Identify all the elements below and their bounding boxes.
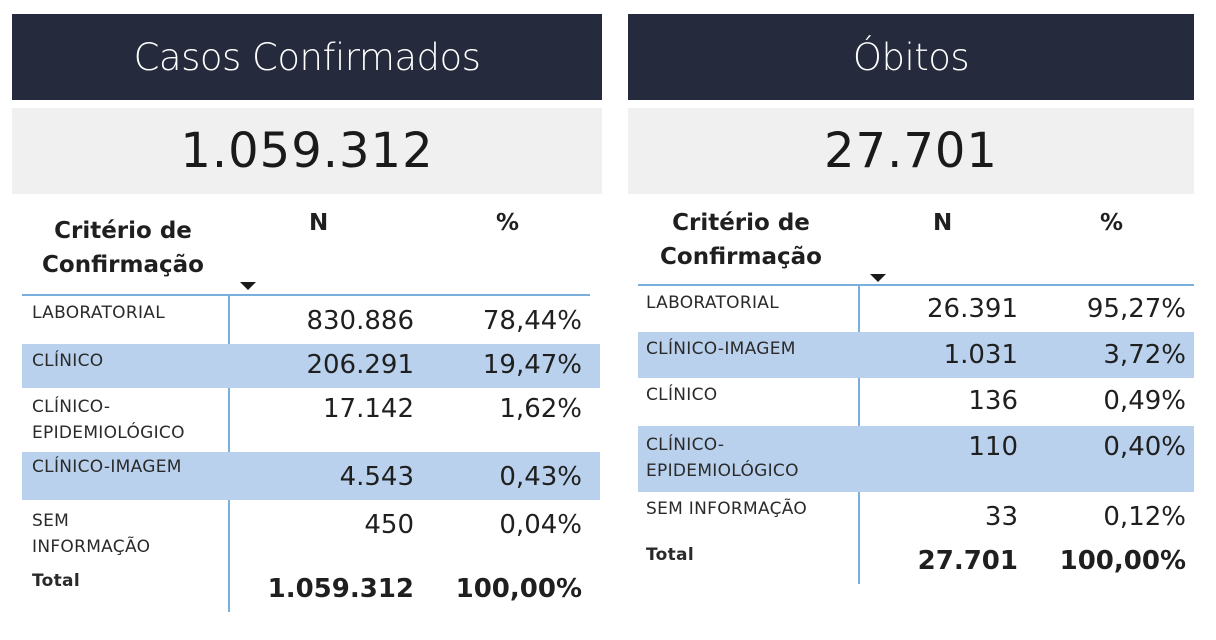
casos-total-kpi: 1.059.312 [12, 108, 602, 194]
row-pct: 3,72% [1103, 340, 1186, 370]
row-label: CLÍNICO-IMAGEM [646, 339, 796, 359]
column-header-pct[interactable]: % [1100, 210, 1124, 236]
row-label: SEM INFORMAÇÃO [646, 499, 808, 519]
column-header-criterio-label: Critério de Confirmação [660, 210, 822, 270]
row-n: 206.291 [306, 350, 414, 380]
column-header-pct[interactable]: % [496, 210, 520, 236]
table-row[interactable]: SEM INFORMAÇÃO 450 0,04% [22, 500, 600, 566]
row-n: 1.031 [943, 340, 1018, 370]
casos-table-header: Critério de Confirmação N % [12, 194, 602, 294]
row-label: CLÍNICO-IMAGEM [32, 457, 182, 477]
row-label-line: SEM [32, 511, 70, 531]
row-pct: 19,47% [482, 350, 582, 380]
total-row: Total 1.059.312 100,00% [22, 566, 600, 612]
row-label: CLÍNICO- EPIDEMIOLÓGICO [646, 432, 799, 484]
header-divider [638, 284, 1194, 286]
row-n: 136 [968, 386, 1018, 416]
total-n: 1.059.312 [267, 574, 414, 604]
sort-descending-icon[interactable] [870, 274, 886, 282]
table-row[interactable]: CLÍNICO-IMAGEM 1.031 3,72% [638, 332, 1194, 378]
row-label-line: EPIDEMIOLÓGICO [32, 423, 185, 443]
row-pct: 0,49% [1103, 386, 1186, 416]
row-label: LABORATORIAL [32, 303, 165, 323]
table-row[interactable]: LABORATORIAL 830.886 78,44% [22, 296, 600, 344]
casos-header: Casos Confirmados [12, 14, 602, 100]
obitos-total-kpi: 27.701 [628, 108, 1194, 194]
column-header-criterio[interactable]: Critério de Confirmação [18, 214, 228, 282]
row-pct: 95,27% [1086, 294, 1186, 324]
total-pct: 100,00% [1059, 546, 1186, 576]
total-pct: 100,00% [455, 574, 582, 604]
obitos-table-header: Critério de Confirmação N % [628, 194, 1194, 284]
table-row[interactable]: LABORATORIAL 26.391 95,27% [638, 286, 1194, 332]
row-n: 33 [984, 502, 1018, 532]
obitos-criterio-table: Critério de Confirmação N % LABORATORIAL… [628, 194, 1194, 584]
header-divider [22, 294, 590, 296]
table-row[interactable]: CLÍNICO 206.291 19,47% [22, 344, 600, 388]
row-n: 110 [968, 432, 1018, 462]
table-row[interactable]: SEM INFORMAÇÃO 33 0,12% [638, 492, 1194, 542]
row-label: CLÍNICO- EPIDEMIOLÓGICO [32, 394, 185, 446]
total-label: Total [646, 545, 694, 565]
column-header-n[interactable]: N [933, 210, 953, 236]
row-pct: 0,43% [499, 462, 582, 492]
row-pct: 1,62% [499, 394, 582, 424]
table-row[interactable]: CLÍNICO- EPIDEMIOLÓGICO 110 0,40% [638, 426, 1194, 492]
row-label: CLÍNICO [646, 385, 718, 405]
row-label: CLÍNICO [32, 351, 104, 371]
casos-criterio-table: Critério de Confirmação N % LABORATORIAL… [12, 194, 602, 612]
row-n: 4.543 [339, 462, 414, 492]
row-n: 26.391 [927, 294, 1018, 324]
row-n: 450 [364, 510, 414, 540]
row-label-line: CLÍNICO- [32, 397, 111, 417]
row-label-line: CLÍNICO- [646, 435, 725, 455]
row-pct: 78,44% [482, 306, 582, 336]
row-pct: 0,12% [1103, 502, 1186, 532]
row-label-line: INFORMAÇÃO [32, 537, 151, 557]
column-header-n[interactable]: N [309, 210, 329, 236]
table-row[interactable]: CLÍNICO-IMAGEM 4.543 0,43% [22, 452, 600, 500]
row-label-line: EPIDEMIOLÓGICO [646, 461, 799, 481]
row-pct: 0,04% [499, 510, 582, 540]
row-pct: 0,40% [1103, 432, 1186, 462]
total-n: 27.701 [917, 546, 1018, 576]
casos-confirmados-panel: Casos Confirmados 1.059.312 Critério de … [12, 14, 602, 612]
row-n: 17.142 [323, 394, 414, 424]
column-header-criterio[interactable]: Critério de Confirmação [636, 206, 846, 274]
table-row[interactable]: CLÍNICO- EPIDEMIOLÓGICO 17.142 1,62% [22, 388, 600, 452]
table-row[interactable]: CLÍNICO 136 0,49% [638, 378, 1194, 426]
column-header-criterio-label: Critério de Confirmação [42, 218, 204, 278]
row-label: SEM INFORMAÇÃO [32, 508, 150, 560]
sort-descending-icon[interactable] [240, 282, 256, 290]
row-label: LABORATORIAL [646, 293, 779, 313]
total-row: Total 27.701 100,00% [638, 542, 1194, 586]
obitos-panel: Óbitos 27.701 Critério de Confirmação N … [628, 14, 1194, 584]
total-label: Total [32, 571, 80, 591]
obitos-header: Óbitos [628, 14, 1194, 100]
row-n: 830.886 [306, 306, 414, 336]
